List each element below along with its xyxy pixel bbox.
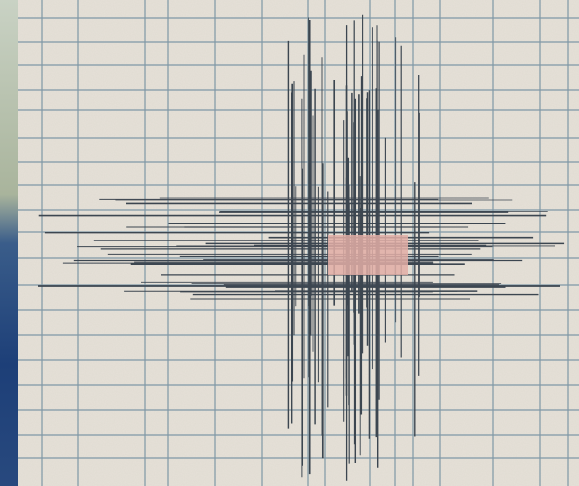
pink-rectangle	[328, 235, 408, 275]
background-edge	[0, 0, 18, 486]
